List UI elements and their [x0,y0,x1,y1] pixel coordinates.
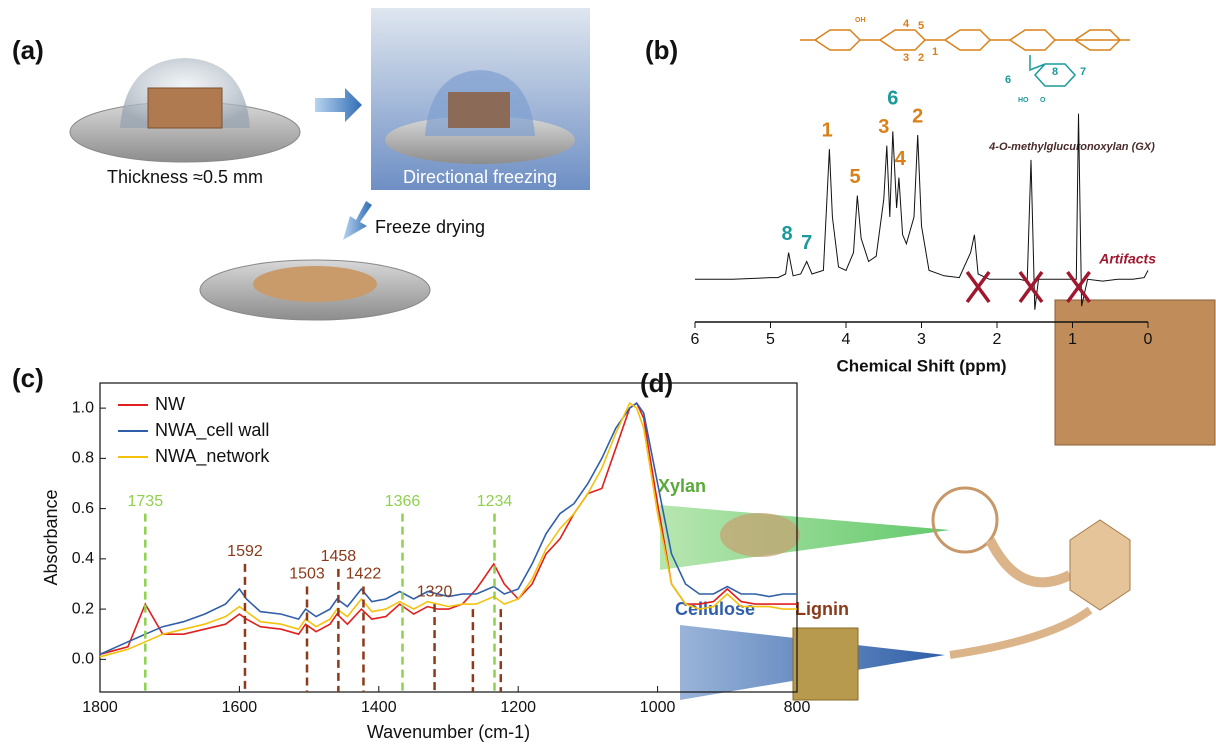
oh-label: OH [855,17,866,24]
legend-label: NWA_network [155,446,270,467]
spectrum [695,113,1149,310]
x-tick-label: 5 [766,331,775,348]
drying-label: Freeze drying [375,217,485,237]
peak-label: 3 [878,116,889,138]
band-label: 1592 [227,543,263,560]
atom-number: 2 [918,52,924,64]
legend-label: NW [155,394,185,414]
wood-aerogel [1054,299,1216,446]
ho-label: HO [1018,97,1029,104]
structure-numbers: 4 5 3 2 1 6 8 7 OH HO O [855,17,1086,104]
atom-number: 6 [1005,74,1011,86]
x-tick-label: 1600 [222,699,258,716]
artifacts-label: Artifacts [1098,251,1156,267]
x-axis-title: Chemical Shift (ppm) [836,356,1006,375]
xylan-label: Xylan [658,476,706,496]
y-tick-label: 0.4 [72,550,94,567]
band-label: 1735 [128,493,164,510]
lignin-label: Lignin [795,599,849,619]
lignin-patch [720,513,800,557]
y-tick-label: 0.0 [72,651,94,668]
band-label: 1458 [321,548,357,565]
arrow [315,88,362,122]
atom-number: 7 [1080,66,1086,78]
artifact-mark [1018,270,1044,304]
peak-label: 7 [801,232,812,254]
x-axis-title: Wavenumber (cm-1) [367,722,530,742]
y-tick-label: 0.2 [72,600,94,617]
wood-block [448,92,510,128]
x-tick-label: 1200 [500,699,536,716]
panel-label: (b) [645,35,678,65]
atom-number: 4 [903,18,910,30]
artifact-mark [1066,270,1091,304]
atom-number: 3 [903,52,909,64]
atom-number: 8 [1052,66,1058,78]
xylan-fiber [660,505,950,570]
x-tick-label: 1 [1068,331,1077,348]
x-tick-label: 1400 [361,699,397,716]
band-label: 1234 [477,493,513,510]
peak-label: 1 [822,120,833,142]
fibril [949,606,1093,659]
panel-label: (c) [12,363,44,393]
o-label: O [1040,97,1046,104]
cell [1069,519,1131,611]
atom-number: 1 [932,46,938,58]
panel-d: (d) Xylan Cellulose Lignin [640,299,1216,701]
spectrum [99,401,797,658]
band-label: 1503 [289,566,325,583]
atom-number: 5 [918,20,924,32]
thickness-label: Thickness ≈0.5 mm [107,167,263,187]
x-tick-label: 800 [784,699,811,716]
x-tick-label: 3 [917,331,926,348]
peak-label: 2 [912,105,923,127]
x-tick-label: 1000 [640,699,676,716]
peak-label: 8 [782,223,793,245]
legend-label: NWA_cell wall [155,420,269,441]
freezing-label: Directional freezing [403,167,557,187]
peak-label: 6 [887,88,898,110]
arrow [343,201,372,240]
glca-structure [1029,55,1077,87]
tangle [931,486,999,554]
panel-a: (a) Thickness ≈0.5 mm Directional freezi… [12,8,590,321]
peak-label: 4 [895,148,907,170]
panel-label: (a) [12,35,44,65]
spectrum [99,401,797,656]
band-label: 1422 [346,566,382,583]
x-tick-label: 0 [1144,331,1153,348]
wood-block [147,87,223,129]
y-tick-label: 1.0 [72,399,94,416]
y-axis-title: Absorbance [41,489,61,585]
band-label: 1366 [385,493,421,510]
structure-name: 4-O-methylglucuronoxylan (GX) [988,141,1155,153]
peak-label: 5 [849,166,860,188]
band-label: 1320 [417,583,453,600]
y-tick-label: 0.8 [72,450,94,467]
fibril [985,537,1073,588]
x-tick-label: 6 [691,331,700,348]
y-tick-label: 0.6 [72,500,94,517]
panel-b: (b) 4 5 3 2 1 6 8 7 OH HO O 4-O-methylgl… [645,17,1155,153]
xylan-structure [800,29,1130,51]
lignin-block [792,627,859,701]
artifact-mark [965,270,991,304]
x-tick-label: 2 [993,331,1002,348]
x-tick-label: 1800 [82,699,118,716]
x-tick-label: 4 [842,331,851,348]
aerogel [253,266,377,302]
plot-frame [99,382,798,693]
